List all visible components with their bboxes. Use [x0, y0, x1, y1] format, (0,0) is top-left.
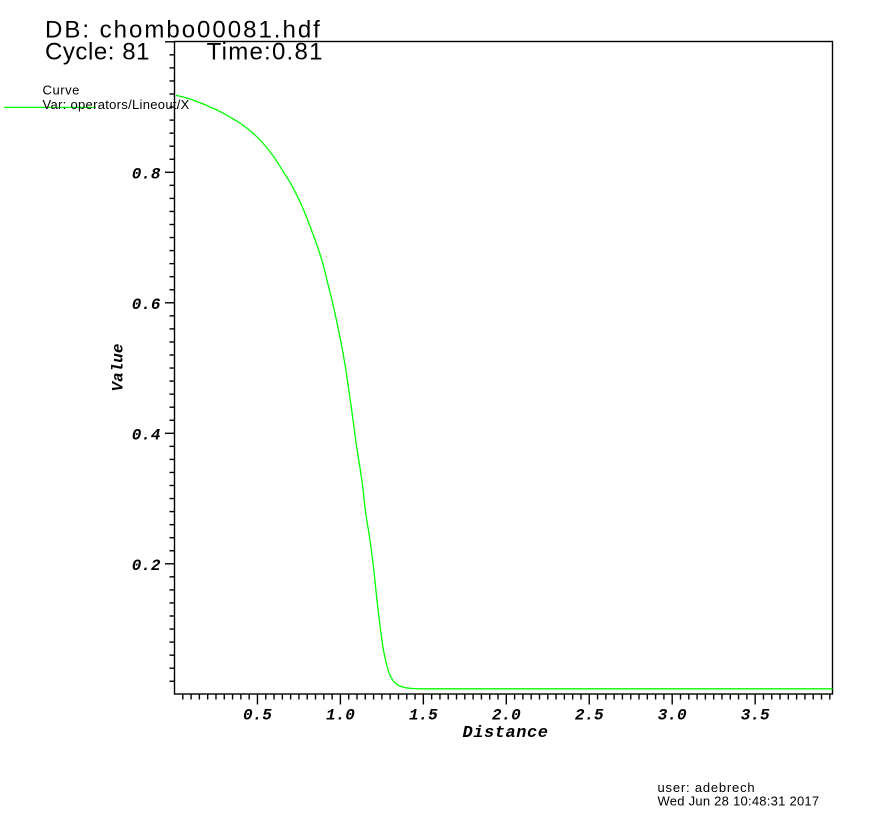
svg-text:0.8: 0.8 — [132, 166, 161, 184]
svg-text:Distance: Distance — [462, 724, 548, 743]
svg-text:Var: operators/Lineout/X: Var: operators/Lineout/X — [43, 97, 190, 112]
svg-text:1.0: 1.0 — [326, 707, 355, 725]
svg-text:2.5: 2.5 — [575, 707, 604, 725]
svg-text:3.5: 3.5 — [741, 707, 770, 725]
svg-text:Cycle: 81: Cycle: 81 — [45, 39, 150, 66]
svg-text:0.4: 0.4 — [132, 427, 161, 445]
svg-text:0.6: 0.6 — [132, 296, 161, 314]
svg-text:3.0: 3.0 — [658, 707, 687, 725]
svg-text:0.2: 0.2 — [132, 557, 161, 575]
svg-text:Value: Value — [110, 343, 128, 391]
svg-text:Curve: Curve — [43, 83, 80, 98]
svg-text:Wed Jun 28 10:48:31 2017: Wed Jun 28 10:48:31 2017 — [658, 793, 820, 808]
svg-text:1.5: 1.5 — [409, 707, 438, 725]
svg-text:DB: chombo00081.hdf: DB: chombo00081.hdf — [45, 17, 322, 44]
svg-text:0.5: 0.5 — [243, 707, 272, 725]
svg-text:Time:0.81: Time:0.81 — [207, 39, 324, 66]
svg-text:2.0: 2.0 — [492, 707, 521, 725]
svg-text:user: adebrech: user: adebrech — [658, 780, 756, 795]
